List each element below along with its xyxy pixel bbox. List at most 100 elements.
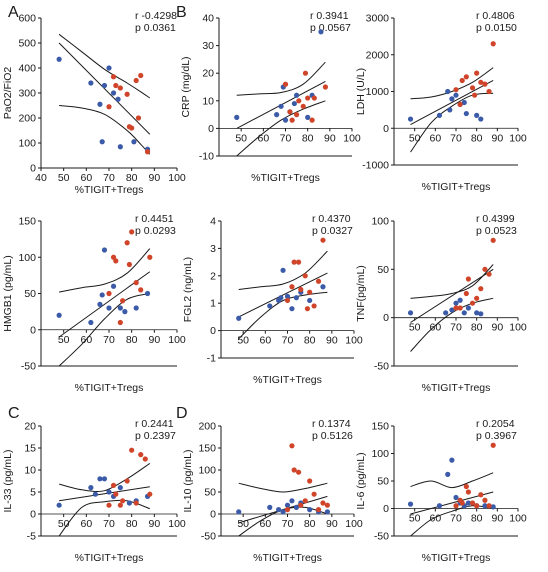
- x-tick-label: 90: [491, 322, 503, 334]
- point-red: [287, 109, 293, 115]
- x-tick-label: 100: [509, 513, 527, 525]
- x-tick-label: 70: [280, 132, 292, 144]
- x-axis-label: %TIGIT+Tregs: [253, 374, 322, 386]
- point-red: [117, 319, 123, 326]
- point-red: [304, 306, 311, 312]
- y-tick-label: 0: [383, 312, 389, 324]
- stat-p: p 0.0361: [135, 22, 176, 34]
- point-blue: [106, 489, 112, 495]
- ci-upper-curve: [58, 33, 151, 99]
- y-tick-label: 3: [210, 243, 216, 255]
- point-red: [129, 125, 135, 131]
- point-blue: [56, 312, 62, 318]
- y-tick-label: 15: [24, 443, 36, 455]
- point-blue: [478, 116, 484, 122]
- point-blue: [449, 96, 455, 102]
- point-blue: [445, 471, 451, 477]
- y-tick-label: 0: [208, 123, 214, 135]
- fit-curves: [238, 250, 328, 340]
- point-red: [309, 117, 315, 123]
- point-red: [482, 81, 488, 87]
- stat-r: r 0.2441: [135, 418, 174, 430]
- point-red: [490, 41, 496, 47]
- point-red: [463, 483, 469, 490]
- point-red: [482, 266, 488, 272]
- y-tick-label: 1000: [366, 86, 390, 98]
- point-blue: [236, 509, 242, 515]
- y-tick-label: 50: [377, 476, 389, 488]
- point-red: [142, 456, 148, 462]
- point-red: [486, 503, 492, 509]
- x-tick-label: 100: [168, 172, 186, 184]
- panel-9: -50 0 50 100 150 50 60 70 80 90 100 %TIGIT+Tregs IL-…: [355, 418, 527, 564]
- point-red: [457, 101, 463, 107]
- regression-line: [58, 42, 151, 135]
- point-red: [469, 500, 476, 506]
- panel-5: -1 0 1 2 3 4 50 60 70 80 90 100 %TIGIT+Tregs FGL2 (ng…: [182, 213, 363, 386]
- point-blue: [453, 92, 459, 98]
- x-tick-label: 90: [326, 518, 338, 530]
- ci-upper-curve: [410, 472, 494, 489]
- y-tick-label: 50: [377, 264, 389, 276]
- x-tick-label: 90: [324, 132, 336, 144]
- point-red: [315, 278, 322, 284]
- point-red: [302, 498, 308, 504]
- stat-r: r 0.4806: [476, 10, 515, 22]
- x-tick-label: 40: [35, 172, 47, 184]
- regression-line: [59, 486, 150, 502]
- y-tick-label: 500: [18, 38, 36, 50]
- point-red: [459, 77, 465, 84]
- point-blue: [289, 306, 295, 312]
- point-red: [284, 507, 291, 513]
- x-tick-label: 60: [80, 518, 92, 530]
- stat-r: r 0.4399: [476, 213, 515, 225]
- x-tick-label: 100: [168, 334, 186, 346]
- point-blue: [115, 96, 121, 102]
- y-tick-label: 1: [210, 298, 216, 310]
- point-red: [126, 261, 132, 268]
- point-red: [120, 298, 126, 304]
- x-tick-label: 80: [471, 322, 483, 334]
- y-tick-label: -50: [201, 531, 216, 543]
- x-tick-label: 90: [148, 334, 160, 346]
- point-red: [324, 502, 330, 508]
- x-tick-label: 90: [326, 335, 338, 347]
- y-tick-label: 100: [371, 448, 389, 460]
- point-blue: [407, 310, 414, 316]
- y-tick-label: 50: [24, 288, 36, 300]
- point-blue: [101, 247, 108, 253]
- x-tick-label: 50: [58, 172, 70, 184]
- point-red: [307, 289, 313, 295]
- point-blue: [131, 139, 137, 145]
- x-axis-label: %TIGIT+Tregs: [422, 382, 491, 394]
- point-blue: [447, 107, 453, 113]
- stat-p: p 0.3967: [476, 430, 517, 442]
- point-red: [469, 85, 476, 91]
- y-tick-label: 300: [18, 88, 36, 100]
- x-tick-label: 50: [237, 518, 249, 530]
- regression-line: [410, 268, 494, 323]
- y-tick-label: 150: [198, 443, 216, 455]
- point-red: [465, 489, 471, 495]
- x-tick-label: 60: [257, 132, 269, 144]
- point-red: [133, 500, 139, 506]
- fit-curves: [58, 33, 151, 155]
- point-blue: [144, 290, 151, 297]
- point-red: [300, 103, 306, 109]
- point-blue: [474, 112, 480, 118]
- y-tick-label: 10: [202, 95, 214, 107]
- y-tick-label: 2: [210, 270, 216, 282]
- stat-p: p 0.0150: [476, 22, 517, 34]
- x-tick-label: 90: [491, 513, 503, 525]
- regression-line: [238, 272, 328, 318]
- y-tick-label: 40: [202, 13, 214, 25]
- x-tick-label: 80: [126, 518, 138, 530]
- x-tick-label: 90: [148, 518, 160, 530]
- point-blue: [293, 504, 299, 510]
- fit-curves: [410, 264, 494, 352]
- point-red: [298, 502, 304, 508]
- y-tick-label: 100: [198, 465, 216, 477]
- point-red: [474, 70, 480, 76]
- point-red: [302, 273, 308, 279]
- y-tick-label: -10: [199, 151, 214, 163]
